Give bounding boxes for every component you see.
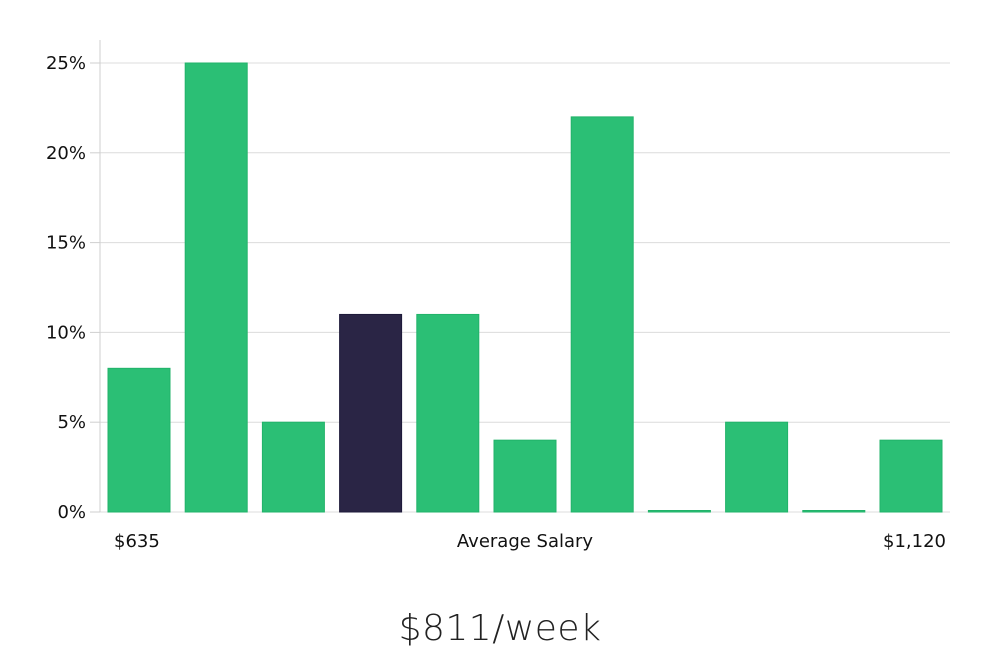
- y-axis-ticks: 0% 5% 10% 15% 20% 25%: [46, 53, 100, 523]
- bar: [184, 62, 248, 513]
- x-label-min: $635: [114, 531, 160, 552]
- y-tick-label: 20%: [46, 143, 86, 164]
- y-tick-label: 0%: [57, 502, 86, 523]
- x-label-average-salary: Average Salary: [457, 531, 594, 552]
- bar: [802, 510, 866, 513]
- salary-histogram: 0% 5% 10% 15% 20% 25% $635 Average Salary $1,…: [46, 40, 950, 552]
- y-tick-label: 10%: [46, 322, 86, 343]
- bar: [261, 421, 325, 513]
- bar: [107, 367, 171, 513]
- y-tick-label: 25%: [46, 53, 86, 74]
- bar: [725, 421, 789, 513]
- bar: [416, 313, 480, 513]
- bar-highlight: [339, 313, 403, 513]
- bar: [879, 439, 943, 513]
- y-tick-label: 5%: [57, 412, 86, 433]
- average-salary-value: $811/week: [398, 608, 602, 649]
- bars: [107, 62, 943, 513]
- bar: [493, 439, 557, 513]
- bar: [570, 116, 634, 513]
- bar: [647, 510, 711, 513]
- x-label-max: $1,120: [883, 531, 946, 552]
- y-tick-label: 15%: [46, 233, 86, 254]
